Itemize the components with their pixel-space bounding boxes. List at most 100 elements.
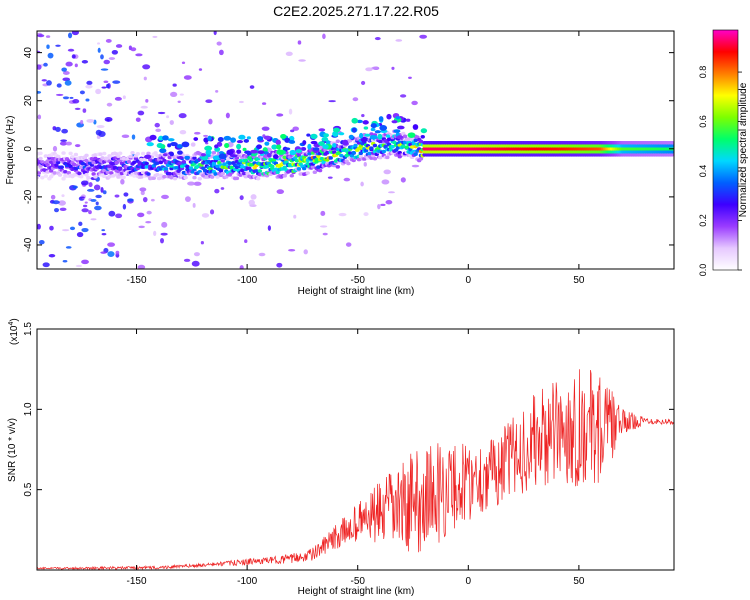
heatmap-cell [217,136,224,142]
heatmap-cell [158,173,164,178]
heatmap-cell [224,143,230,149]
heatmap-cell [411,100,418,106]
heatmap-cell [102,190,107,195]
heatmap-cell [256,144,263,150]
y-tick-label: -20 [23,189,34,204]
heatmap-cell [310,165,316,169]
snr-exponent-label: (x104) [8,318,20,345]
snr-y-label: SNR (10 * v/v) [7,418,18,482]
heatmap-cell [346,161,351,166]
heatmap-cell [127,198,134,202]
heatmap-cell [318,128,326,132]
heatmap-cell [184,155,191,160]
heatmap-cell [37,91,42,94]
heatmap-cell [239,100,244,104]
heatmap-cell [54,208,59,213]
heatmap-cell [352,97,359,102]
heatmap-cell [391,66,395,70]
heatmap-cell [385,134,391,138]
heatmap-cell [342,139,349,146]
heatmap-cell [203,137,209,143]
heatmap-cell [400,94,407,98]
heatmap-cell [191,260,200,267]
heatmap-cell [71,162,77,167]
heatmap-cell [670,150,674,154]
heatmap-cell [303,249,308,255]
snr-line [37,369,674,570]
heatmap-cell [238,134,246,140]
chart-title: C2E2.2025.271.17.22.R05 [273,3,439,19]
heatmap-cell [81,227,89,233]
heatmap-cell [236,143,242,150]
heatmap-cell [146,172,151,176]
heatmap-cell [82,108,87,113]
heatmap-cell [351,127,357,133]
heatmap-cell [401,144,406,148]
heatmap-cell [396,125,405,130]
heatmap-cell [98,131,106,138]
heatmap-cell [56,154,61,159]
heatmap-cell [370,123,377,129]
heatmap-cell [95,194,102,199]
heatmap-cell [153,230,157,237]
heatmap-cell [178,161,183,165]
heatmap-cell [348,134,354,140]
heatmap-cell [229,165,234,170]
heatmap-cell [183,75,192,80]
colorbar-tick-label: 0.6 [698,115,708,128]
heatmap-cell [130,47,137,52]
heatmap-cell [67,48,75,52]
heatmap-cell [74,144,81,148]
heatmap-cell [385,199,393,205]
heatmap-cell [100,187,104,193]
x-tick-label: 0 [466,275,472,286]
heatmap-cell [121,134,130,138]
heatmap-cell [332,150,337,154]
heatmap-cell [240,164,245,169]
heatmap-cell [65,61,73,67]
heatmap-cell [239,265,244,269]
heatmap-cell [318,141,325,146]
heatmap-cell [146,151,151,156]
heatmap-cell [93,153,98,157]
heatmap-cell [122,203,127,210]
heatmap-cell [84,158,89,163]
heatmap-cell [126,160,132,164]
heatmap-cell [78,221,83,226]
heatmap-cell [95,88,102,95]
heatmap-cell [190,142,196,147]
heatmap-cell [296,166,302,171]
heatmap-cell [214,144,219,149]
heatmap-cell [288,135,295,142]
heatmap-cell [273,167,279,172]
heatmap-cell [69,96,74,99]
heatmap-cell [85,98,90,102]
heatmap-cell [60,139,68,143]
heatmap-cell [110,174,116,178]
heatmap-cell [84,153,89,158]
heatmap-cell [177,100,181,103]
heatmap-cell [112,166,118,170]
heatmap-cell [159,148,167,154]
heatmap-cell [363,161,367,167]
heatmap-cell [162,174,167,179]
heatmap-cell [45,35,51,38]
heatmap-cell [156,176,162,181]
heatmap-cell [261,126,270,131]
heatmap-cell [77,171,82,176]
heatmap-cell [101,232,107,236]
heatmap-cell [49,225,54,231]
heatmap-cell [393,129,401,133]
heatmap-cell [257,150,265,155]
heatmap-cell [181,160,187,164]
heatmap-cell [56,160,61,165]
heatmap-cell [90,198,97,202]
heatmap-cell [418,156,424,161]
heatmap-cell [193,252,200,257]
heatmap-cell [86,118,95,123]
heatmap-cell [37,114,42,120]
heatmap-cell [169,166,174,171]
heatmap-cell [71,31,79,36]
heatmap-cell [396,135,404,140]
heatmap-cell [65,246,72,249]
